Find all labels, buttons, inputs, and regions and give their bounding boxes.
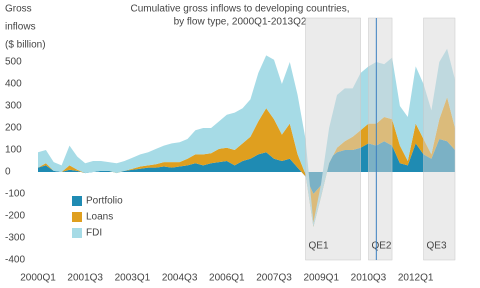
y-tick-label: 400 [5,79,22,90]
y-tick-label: -400 [5,255,25,266]
y-tick-label: -300 [5,233,25,244]
x-tick-label: 2012Q1 [398,273,434,284]
legend-label: Portfolio [86,196,123,207]
shaded-period [305,17,361,261]
y-axis-label: inflows [5,22,36,33]
legend-swatch [72,228,82,238]
shaded-label: QE3 [427,241,447,252]
y-tick-label: 0 [5,167,11,178]
x-tick-label: 2004Q3 [162,273,198,284]
y-tick-label: 500 [5,57,22,68]
y-tick-label: 300 [5,101,22,112]
y-tick-label: -100 [5,189,25,200]
shaded-label: QE2 [371,241,391,252]
legend-swatch [72,196,82,206]
x-tick-label: 2000Q1 [20,273,56,284]
legend-label: FDI [86,228,102,239]
x-tick-label: 2001Q3 [67,273,103,284]
y-axis-label: Gross [5,4,32,15]
y-tick-label: 100 [5,145,22,156]
x-tick-label: 2010Q3 [351,273,387,284]
y-tick-label: 200 [5,123,22,134]
y-axis-label: ($ billion) [5,40,46,51]
legend-label: Loans [86,212,113,223]
legend-swatch [72,212,82,222]
chart-title: by flow type, 2000Q1-2013Q2 [174,17,307,28]
x-tick-label: 2003Q1 [115,273,151,284]
shaded-period [423,17,456,261]
y-tick-label: -200 [5,211,25,222]
shaded-label: QE1 [309,241,329,252]
x-tick-label: 2007Q3 [256,273,292,284]
x-tick-label: 2006Q1 [209,273,245,284]
chart-title: Cumulative gross inflows to developing c… [131,4,350,15]
x-tick-label: 2009Q1 [303,273,339,284]
shaded-period [368,17,393,261]
